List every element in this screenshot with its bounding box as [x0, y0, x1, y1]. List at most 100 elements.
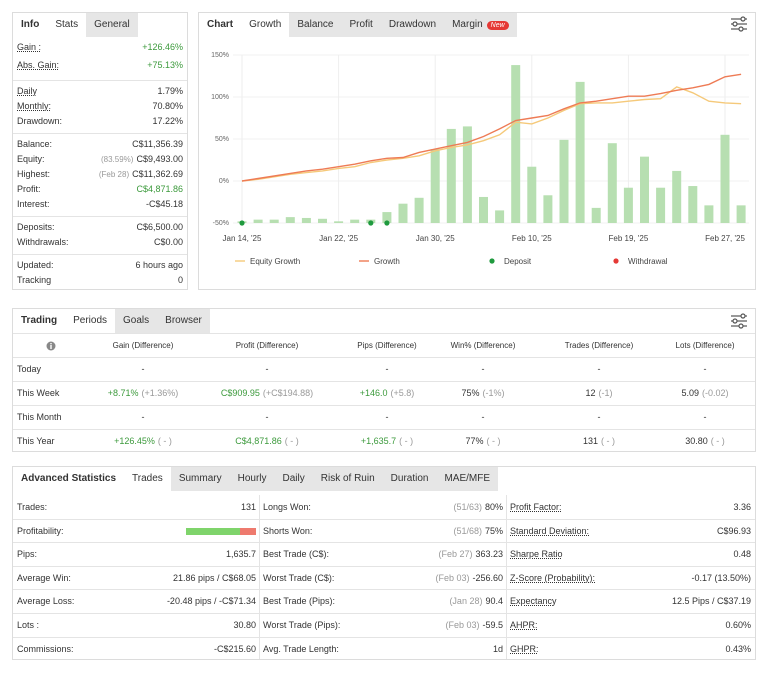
advanced-panel: Advanced StatisticsTradesSummaryHourlyDa… [12, 466, 756, 660]
stat-row: Gain :+126.46% [17, 42, 183, 52]
tab[interactable]: Summary [171, 467, 230, 491]
cell-value: - [266, 364, 269, 374]
line [242, 74, 741, 181]
stat-note: (Feb 03) [435, 573, 469, 583]
cell-value: - [598, 364, 601, 374]
stat-label: Worst Trade (Pips): [263, 620, 340, 630]
stat-label: Best Trade (Pips): [263, 596, 335, 606]
period-cell: +8.71%(+1.36%) [73, 388, 213, 398]
stat-value: 12.5 Pips / C$37.19 [672, 596, 751, 606]
tab[interactable]: Trades [124, 467, 171, 491]
stat-note: (Feb 27) [438, 549, 472, 559]
stat-value-wrap: 0.43% [725, 644, 751, 654]
tab[interactable]: Balance [289, 13, 341, 37]
cell-value: - [142, 412, 145, 422]
stat-row: Updated:6 hours ago [17, 260, 183, 270]
stat-value-wrap: -C$215.60 [214, 644, 256, 654]
stat-value: 363.23 [475, 549, 503, 559]
cell-value: - [386, 412, 389, 422]
stat-value-wrap: 30.80 [233, 620, 256, 630]
period-cell: +126.45%( - ) [73, 436, 213, 446]
tab-label: Trading [21, 315, 57, 326]
tab-label: Periods [73, 315, 107, 326]
legend-swatch [489, 258, 494, 263]
tab[interactable]: MarginNew [444, 13, 517, 37]
stat-value: 0.60% [725, 620, 751, 630]
stat-value: -59.5 [482, 620, 503, 630]
stat-value: +126.46% [142, 42, 183, 52]
stat-value: -C$45.18 [146, 199, 183, 209]
cell-diff: ( - ) [601, 436, 615, 446]
stat-value: +75.13% [147, 60, 183, 70]
tab[interactable]: Drawdown [381, 13, 444, 37]
tab-bar: Trading Periods GoalsBrowser [13, 309, 210, 333]
cell-value: - [704, 412, 707, 422]
profitability-won [186, 528, 240, 535]
stat-row: Highest:(Feb 28)C$11,362.69 [17, 169, 183, 179]
column-header: Win% (Difference) [423, 341, 543, 350]
tab: Trading [13, 309, 65, 333]
tab[interactable]: Browser [157, 309, 210, 333]
cell-diff: (+5.8) [391, 388, 415, 398]
cell-value: 12 [585, 388, 595, 398]
stat-label: Longs Won: [263, 502, 311, 512]
cell-value: +1,635.7 [361, 436, 396, 446]
stat-value: 1,635.7 [226, 549, 256, 559]
bar [254, 220, 263, 223]
info-icon [46, 341, 56, 351]
period-cell: - [197, 412, 337, 422]
tab-bar: ChartGrowthBalanceProfitDrawdownMarginNe… [199, 13, 517, 37]
bar [527, 167, 536, 223]
cell-value: +146.0 [360, 388, 388, 398]
stat-label: Abs. Gain: [17, 60, 59, 70]
tab[interactable]: General [86, 13, 138, 37]
tab[interactable]: Goals [115, 309, 157, 333]
stat-label: Z-Score (Probability): [510, 573, 595, 583]
y-tick-label: 150% [211, 52, 229, 59]
tab: Advanced Statistics [13, 467, 124, 491]
tab[interactable]: Risk of Ruin [313, 467, 383, 491]
bar [318, 219, 327, 223]
bar [334, 221, 343, 223]
cell-diff: ( - ) [711, 436, 725, 446]
stat-note: (51/68) [453, 526, 482, 536]
period-cell: C$909.95(+C$194.88) [197, 388, 337, 398]
tab[interactable]: Growth [241, 13, 289, 37]
stat-row: Balance:C$11,356.39 [17, 139, 183, 149]
period-cell: 5.09(-0.02) [635, 388, 768, 398]
stat-value: 75% [485, 526, 503, 536]
stat-value-wrap: 6 hours ago [135, 260, 183, 270]
stat-value: 0.43% [725, 644, 751, 654]
bar [543, 195, 552, 223]
separator [13, 589, 755, 590]
bar [721, 135, 730, 223]
tab[interactable]: Stats [47, 13, 86, 37]
tab[interactable]: MAE/MFE [436, 467, 498, 491]
settings-icon[interactable] [731, 17, 747, 31]
stat-value: 30.80 [233, 620, 256, 630]
stat-label: Expectancy [510, 596, 557, 606]
stat-value-wrap: (Feb 03)-59.5 [445, 620, 503, 630]
bar [511, 65, 520, 223]
stat-label: Pips: [17, 549, 37, 559]
y-tick-label: -50% [213, 220, 229, 227]
tab[interactable]: Daily [275, 467, 313, 491]
tab[interactable]: Profit [342, 13, 381, 37]
stat-label: Highest: [17, 169, 50, 179]
y-tick-label: 50% [215, 136, 229, 143]
tab[interactable]: Duration [383, 467, 437, 491]
settings-icon[interactable] [729, 313, 749, 329]
stat-value: 6 hours ago [135, 260, 183, 270]
stat-label: Profit: [17, 184, 41, 194]
stat-label: Monthly: [17, 101, 51, 111]
tab-label: General [94, 19, 130, 30]
stat-value: C$6,500.00 [136, 222, 183, 232]
stat-label: Avg. Trade Length: [263, 644, 339, 654]
tab-label: Info [21, 19, 39, 30]
periods-panel: TradingPeriodsGoalsBrowserGain (Differen… [12, 308, 756, 452]
tab[interactable]: Hourly [230, 467, 275, 491]
separator [13, 637, 755, 638]
tab[interactable]: Periods [65, 309, 115, 333]
stat-value: C$11,356.39 [132, 139, 183, 149]
